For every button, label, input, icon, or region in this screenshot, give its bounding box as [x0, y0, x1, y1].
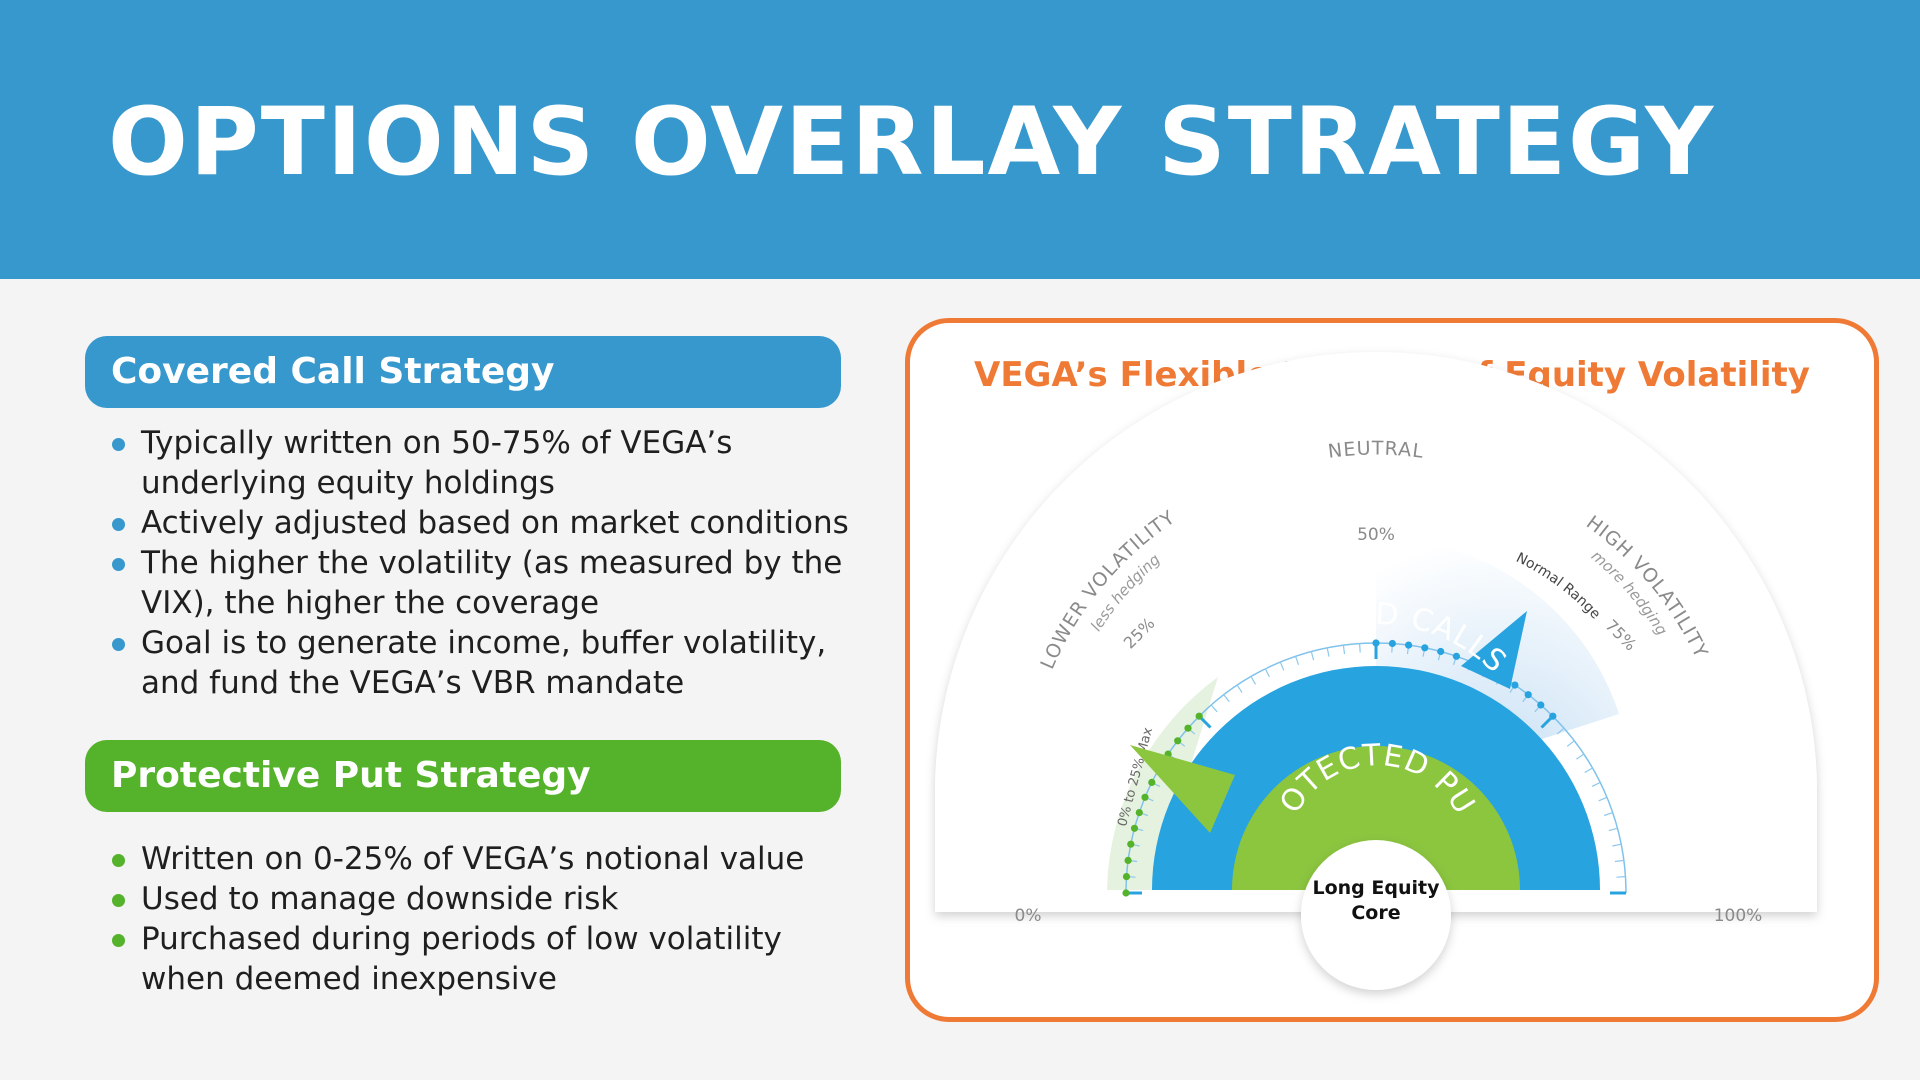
- minor-tick: [1616, 876, 1626, 878]
- minor-tick: [1608, 827, 1618, 832]
- header-banner: OPTIONS OVERLAY STRATEGY: [0, 0, 1920, 279]
- minor-tick: [1310, 651, 1315, 661]
- minor-tick: [1604, 812, 1613, 817]
- covered-calls-pointer: [1461, 611, 1527, 689]
- minor-tick: [1598, 796, 1608, 802]
- put-range-dot: [1195, 712, 1203, 720]
- protected-puts-band: [1232, 746, 1520, 890]
- put-range-dot: [1184, 724, 1192, 732]
- minor-tick: [1612, 843, 1622, 847]
- list-item: Goal is to generate income, buffer volat…: [112, 623, 852, 703]
- core-label-line1: Long Equity: [1313, 877, 1441, 899]
- minor-tick: [1295, 656, 1300, 665]
- put-range-dot: [1122, 889, 1130, 897]
- hedging-diagram-panel: VEGA’s Flexible Hedging of Equity Volati…: [905, 318, 1879, 1022]
- normal-range-dot: [1421, 644, 1429, 652]
- tick-50-label: 50%: [1357, 525, 1395, 545]
- minor-tick: [1326, 647, 1330, 657]
- tick-0-label: 0%: [1015, 906, 1042, 926]
- minor-tick: [1566, 740, 1575, 747]
- minor-tick: [1556, 727, 1565, 735]
- normal-range-dot: [1405, 641, 1413, 649]
- neutral-label: NEUTRAL: [1327, 438, 1426, 463]
- protective-put-list: Written on 0-25% of VEGA’s notional valu…: [112, 839, 852, 999]
- normal-range-dot: [1437, 647, 1445, 656]
- minor-tick: [1342, 645, 1346, 655]
- normal-range-dot: [1372, 639, 1380, 647]
- put-range-dot: [1122, 873, 1131, 881]
- list-item: Typically written on 50-75% of VEGA’s un…: [112, 423, 852, 503]
- list-item: The higher the volatility (as measured b…: [112, 543, 852, 623]
- put-range-dot: [1124, 856, 1132, 865]
- put-range-dot: [1135, 809, 1143, 817]
- tick-100-label: 100%: [1714, 906, 1763, 926]
- page-title: OPTIONS OVERLAY STRATEGY: [108, 88, 1716, 197]
- put-range-dot: [1127, 840, 1135, 848]
- covered-call-list: Typically written on 50-75% of VEGA’s un…: [112, 423, 852, 703]
- minor-tick: [1591, 781, 1601, 787]
- protected-puts-pointer: [1130, 745, 1235, 833]
- minor-tick: [1250, 676, 1257, 685]
- core-label-line2: Core: [1351, 902, 1400, 924]
- list-item: Actively adjusted based on market condit…: [112, 503, 852, 543]
- list-item: Purchased during periods of low volatili…: [112, 919, 852, 999]
- minor-tick: [1223, 694, 1230, 703]
- normal-range-dot: [1549, 712, 1557, 720]
- put-range-dot: [1130, 824, 1139, 832]
- minor-tick: [1236, 684, 1243, 693]
- minor-tick: [1584, 767, 1593, 774]
- hedging-gauge: LOWER VOLATILITY less hedging HIGH VOLAT…: [910, 323, 1817, 990]
- protective-put-heading: Protective Put Strategy: [85, 740, 841, 812]
- put-range-dot: [1148, 778, 1156, 786]
- list-item: Written on 0-25% of VEGA’s notional valu…: [112, 839, 852, 879]
- minor-tick: [1359, 643, 1361, 653]
- normal-range-dot: [1537, 701, 1545, 709]
- covered-call-heading: Covered Call Strategy: [85, 336, 841, 408]
- minor-tick: [1576, 753, 1585, 760]
- put-range-dot: [1174, 737, 1182, 745]
- normal-range-dot: [1511, 681, 1519, 689]
- minor-tick: [1614, 859, 1624, 863]
- minor-tick: [1279, 661, 1285, 671]
- minor-tick: [1264, 668, 1270, 678]
- list-item: Used to manage downside risk: [112, 879, 852, 919]
- long-equity-core: [1301, 840, 1451, 990]
- normal-range-dot: [1388, 639, 1396, 648]
- minor-tick: [1210, 704, 1218, 713]
- normal-range-dot: [1452, 652, 1460, 660]
- put-range-dot: [1141, 793, 1149, 801]
- normal-range-dot: [1524, 691, 1532, 699]
